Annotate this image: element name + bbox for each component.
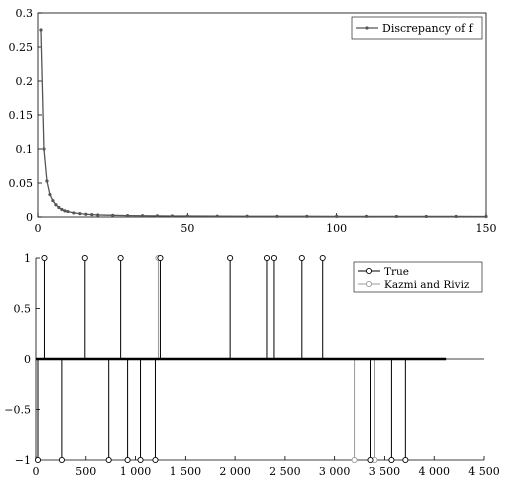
legend-box bbox=[353, 261, 483, 293]
data-point bbox=[72, 211, 76, 215]
data-point bbox=[335, 214, 339, 218]
data-point bbox=[305, 214, 309, 218]
data-point bbox=[275, 214, 279, 218]
y-tick-label: 0.25 bbox=[9, 41, 34, 54]
stem-marker bbox=[41, 254, 48, 262]
x-tick-label: 4 500 bbox=[468, 465, 500, 478]
stem-marker bbox=[157, 254, 164, 262]
y-tick-label: 0.3 bbox=[16, 7, 34, 20]
data-point bbox=[42, 147, 46, 151]
stem-marker bbox=[227, 254, 234, 262]
stem-marker bbox=[124, 456, 131, 464]
stem-marker bbox=[351, 456, 358, 464]
y-tick-label: 0.1 bbox=[16, 143, 34, 156]
y-tick-label: 0.2 bbox=[16, 75, 34, 88]
stem-marker bbox=[270, 254, 277, 262]
data-point bbox=[140, 214, 145, 218]
data-point bbox=[484, 214, 488, 219]
stem-marker bbox=[367, 456, 374, 464]
data-point bbox=[51, 199, 55, 203]
data-point bbox=[78, 212, 82, 216]
stem-marker bbox=[81, 254, 88, 262]
series-line bbox=[40, 29, 487, 218]
data-point bbox=[90, 213, 94, 217]
data-point bbox=[63, 209, 67, 213]
x-tick-label: 500 bbox=[75, 465, 96, 478]
y-tick-label: 0 bbox=[26, 211, 33, 224]
bottom-chart: 0 500 1 000 1 500 2 000 2 500 3 000 3 500 4 000 4… bbox=[4, 252, 499, 478]
stem-marker bbox=[117, 254, 124, 262]
legend-marker bbox=[365, 267, 373, 275]
x-tick-label: 0 bbox=[33, 465, 40, 478]
data-point bbox=[84, 212, 88, 216]
x-tick-label: 100 bbox=[326, 222, 347, 235]
x-tick-label: 3 500 bbox=[369, 465, 401, 478]
data-point bbox=[66, 209, 70, 214]
data-point bbox=[48, 192, 52, 197]
legend-box bbox=[351, 16, 483, 40]
data-point bbox=[364, 214, 369, 218]
stem-marker bbox=[34, 456, 42, 464]
y-tick-label: 0.15 bbox=[9, 109, 34, 122]
stem-marker bbox=[137, 456, 144, 464]
data-point bbox=[454, 214, 458, 219]
stem-marker bbox=[263, 254, 271, 262]
data-point bbox=[394, 214, 398, 219]
y-tick-label: 0.5 bbox=[14, 303, 32, 316]
x-tick-label: 0 bbox=[35, 222, 42, 235]
data-point bbox=[126, 214, 130, 218]
top-chart: 0 50 100 150 0 0.05 0.1 0.15 0.2 0.25 0.3 Discrepan… bbox=[9, 7, 497, 235]
stem-marker bbox=[319, 254, 326, 262]
y-tick-label: −1 bbox=[15, 454, 31, 467]
data-point bbox=[185, 214, 189, 218]
data-point bbox=[54, 203, 58, 207]
x-tick-label: 1 000 bbox=[120, 465, 152, 478]
x-tick-label: 3 000 bbox=[319, 465, 351, 478]
data-point bbox=[170, 214, 174, 218]
data-point bbox=[215, 214, 219, 218]
x-tick-label: 4 000 bbox=[418, 465, 450, 478]
legend-label: True bbox=[384, 266, 409, 278]
data-point bbox=[39, 28, 43, 32]
legend-marker bbox=[365, 26, 369, 30]
legend-marker bbox=[365, 280, 373, 288]
data-point bbox=[45, 179, 49, 183]
stem-marker bbox=[152, 456, 159, 464]
x-tick-label: 1 500 bbox=[170, 465, 202, 478]
x-tick-label: 150 bbox=[476, 222, 497, 235]
plot-frame bbox=[37, 12, 487, 218]
data-point bbox=[245, 214, 249, 218]
x-tick-label: 2 500 bbox=[269, 465, 301, 478]
data-point bbox=[424, 214, 428, 219]
x-tick-label: 50 bbox=[180, 222, 194, 235]
stem-marker bbox=[402, 456, 409, 464]
stem-marker bbox=[298, 254, 305, 262]
data-point bbox=[155, 214, 160, 218]
y-tick-label: 0.05 bbox=[9, 177, 34, 190]
data-point bbox=[57, 205, 61, 210]
y-tick-label: 1 bbox=[24, 252, 31, 265]
stem-marker bbox=[105, 456, 112, 464]
stem-marker bbox=[58, 456, 65, 464]
data-point bbox=[96, 213, 100, 217]
data-point bbox=[111, 213, 115, 217]
x-tick-label: 2 000 bbox=[219, 465, 251, 478]
y-tick-label: −0.5 bbox=[4, 404, 31, 417]
stem-marker bbox=[388, 456, 395, 464]
data-point bbox=[60, 207, 64, 212]
legend-label: Discrepancy of f bbox=[382, 22, 474, 35]
legend-label: Kazmi and Riviz bbox=[384, 279, 470, 291]
y-tick-label: 0 bbox=[24, 353, 31, 366]
